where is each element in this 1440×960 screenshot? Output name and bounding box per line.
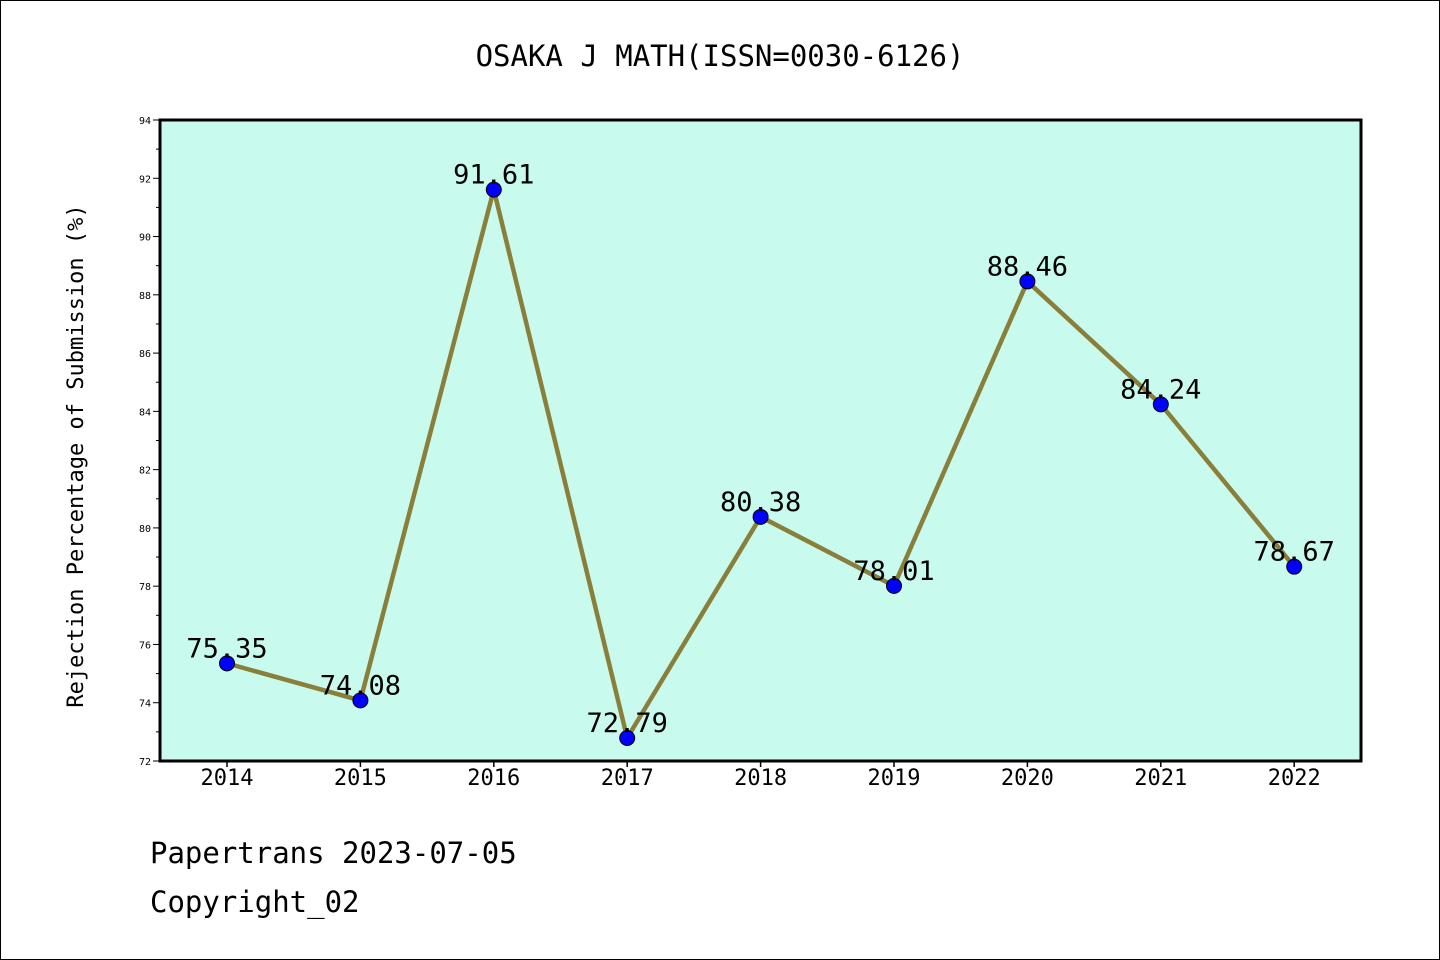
footer-copyright-text: Copyright_02 — [150, 885, 360, 919]
chart-title: OSAKA J MATH(ISSN=0030-6126) — [476, 39, 965, 73]
data-label: 84.24 — [1120, 374, 1201, 405]
data-point — [619, 729, 636, 746]
data-label: 72.79 — [587, 708, 668, 739]
data-label: 91.61 — [453, 160, 534, 191]
y-tick-label: 80 — [139, 524, 151, 535]
plot-border — [158, 118, 1363, 763]
x-tick-label: 2019 — [868, 766, 921, 791]
y-tick-label: 74 — [139, 699, 151, 710]
data-point — [219, 655, 235, 672]
x-tick-label: 2018 — [734, 766, 787, 791]
data-point — [752, 508, 769, 525]
data-point — [352, 692, 369, 709]
y-tick-label: 82 — [139, 466, 151, 477]
x-tick-label: 2017 — [601, 766, 654, 791]
x-tick-label: 2014 — [201, 766, 254, 791]
y-axis: 72 74 76 78 80 82 84 86 88 90 92 94 — [139, 116, 160, 768]
x-tick-label: 2015 — [334, 766, 387, 791]
y-tick-label: 76 — [139, 640, 151, 651]
data-point — [1152, 396, 1169, 413]
x-tick-label: 2020 — [1001, 766, 1054, 791]
data-label: 74.08 — [320, 670, 401, 701]
y-tick-label: 86 — [139, 349, 151, 360]
data-label: 75.35 — [186, 633, 267, 664]
data-label: 80.38 — [720, 487, 801, 518]
footer-date-text: Papertrans 2023-07-05 — [150, 836, 517, 870]
y-axis-label: Rejection Percentage of Submission (%) — [64, 204, 89, 707]
data-point — [485, 181, 502, 198]
data-point — [1019, 273, 1036, 290]
series-layer: 75.35 74.08 91.61 72.79 80.38 78.01 88.46 84.24… — [186, 160, 1335, 746]
data-point — [1286, 558, 1303, 575]
x-tick-label: 2022 — [1268, 766, 1321, 791]
y-tick-label: 78 — [139, 582, 151, 593]
y-tick-label: 92 — [139, 174, 151, 185]
x-tick-label: 2016 — [467, 766, 520, 791]
y-tick-label: 94 — [139, 116, 151, 127]
x-axis: 2014 2015 2016 2017 2018 2019 2020 2021 2022 — [201, 761, 1321, 791]
x-tick-label: 2021 — [1134, 766, 1187, 791]
plot-area — [160, 120, 1361, 761]
y-tick-label: 72 — [139, 757, 151, 768]
y-tick-label: 88 — [139, 291, 151, 302]
y-tick-label: 90 — [139, 233, 151, 244]
data-label: 78.67 — [1254, 537, 1335, 568]
y-tick-label: 84 — [139, 407, 151, 418]
data-label: 78.01 — [853, 556, 934, 587]
data-label: 88.46 — [987, 251, 1068, 282]
data-point — [886, 577, 902, 594]
